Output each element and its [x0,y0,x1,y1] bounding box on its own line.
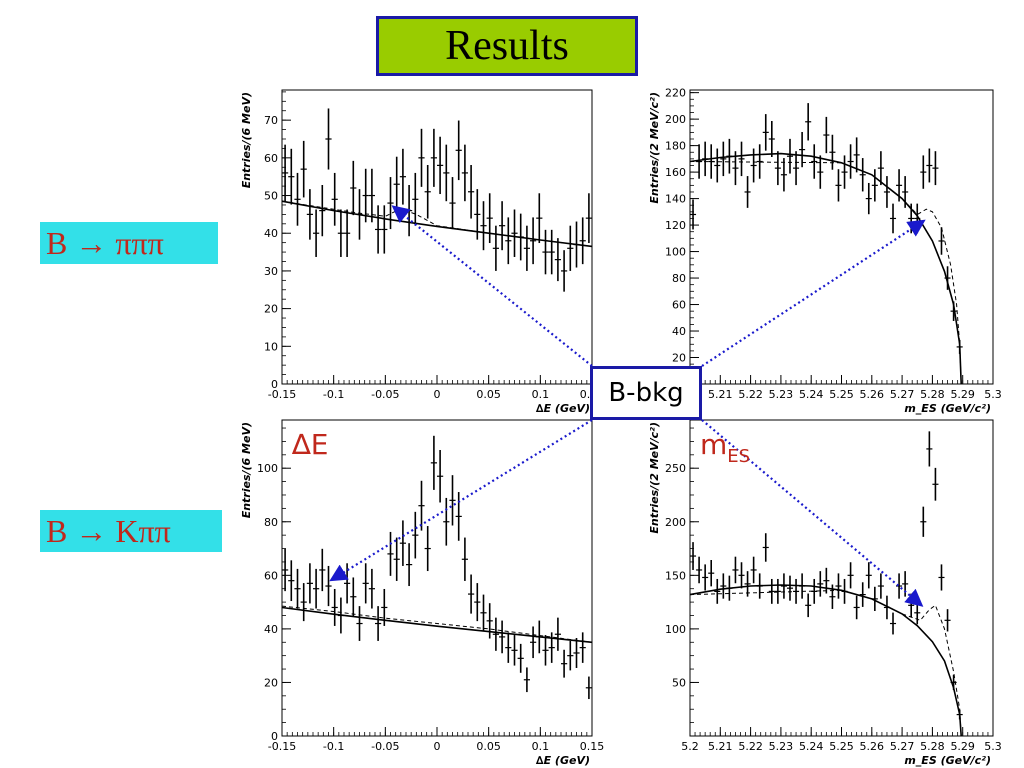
x-tick-label: 5.25 [829,740,854,753]
x-tick-label: 5.27 [890,740,915,753]
x-tick-label: 5.28 [920,740,945,753]
y-tick-label: 50 [672,676,686,689]
x-tick-label: 5.24 [799,740,824,753]
y-tick-label: 60 [264,152,278,165]
x-tick-label: 5.2 [681,740,699,753]
x-tick-label: 5.22 [738,740,763,753]
fit-curve-dashed [689,589,962,737]
chart-mes-kpipi: 5.2 5.21 5.22 5.23 5.24 5.25 5.26 5.27 5.28 5.29 5… [648,419,1002,767]
x-tick-label: 5.27 [890,388,915,401]
y-axis-title: Entries/(2 MeV/c²) [648,422,661,534]
mes-label-base: m [700,428,728,461]
x-axis-title: m_ES (GeV/c²) [904,754,991,767]
x-tick-label: -0.05 [371,388,399,401]
x-tick-label: 0 [434,740,441,753]
y-tick-label: 100 [665,246,686,259]
x-tick-label: 0.1 [532,740,550,753]
y-tick-label: 30 [264,265,278,278]
fit-curve-solid [689,584,962,737]
y-tick-label: 70 [264,114,278,127]
plot-frame [689,89,994,385]
x-tick-label: -0.15 [268,740,296,753]
callout-arrow [329,419,593,582]
x-axis-title: ∆E (GeV) [536,754,590,767]
x-axis-title: ∆E (GeV) [536,402,590,415]
chart-de-pipipi: -0.15-0.1-0.0500.050.10.1501020304050607… [240,89,604,415]
y-tick-label: 60 [264,569,278,582]
y-tick-label: 0 [271,378,278,391]
fit-curve-dashed [281,605,593,643]
y-tick-label: 40 [264,227,278,240]
x-tick-label: 5.25 [829,388,854,401]
y-tick-label: 250 [665,462,686,475]
y-tick-label: 200 [665,113,686,126]
y-tick-label: 50 [264,190,278,203]
x-tick-label: -0.1 [323,740,344,753]
x-tick-label: 0.05 [476,740,501,753]
fit-curve-solid [689,152,962,385]
fit-curve-dashed [689,161,962,385]
y-axis-title: Entries/(6 MeV) [240,422,253,518]
overlay-label-mes: mES [700,428,750,467]
x-tick-label: 5.26 [860,740,885,753]
chart-mes-pipipi: 5.21 5.22 5.23 5.24 5.25 5.26 5.27 5.28 5.29 5.3 2… [648,87,1002,415]
x-tick-label: 5.21 [708,740,733,753]
callout-arrow [391,205,593,367]
decay-label-pipipi: B → πππ [40,222,218,264]
x-tick-label: 5.21 [708,388,733,401]
x-tick-label: 5.26 [860,388,885,401]
y-tick-label: 20 [264,676,278,689]
fit-curve-solid [281,200,593,248]
slide-title: Results [376,16,638,76]
overlay-label-delta-e: ∆E [292,428,329,461]
y-axis-title: Entries/(2 MeV/c²) [648,92,661,204]
x-tick-label: -0.15 [268,388,296,401]
x-tick-label: -0.05 [371,740,399,753]
x-tick-label: 5.3 [984,740,1002,753]
y-axis-title: Entries/(6 MeV) [240,92,253,188]
y-tick-label: 40 [264,623,278,636]
x-tick-label: 5.23 [769,740,794,753]
y-tick-label: 40 [672,325,686,338]
x-tick-label: 5.29 [950,388,975,401]
x-tick-label: 5.24 [799,388,824,401]
y-tick-label: 20 [264,303,278,316]
x-tick-label: 5.23 [769,388,794,401]
x-tick-label: 0 [434,388,441,401]
y-tick-label: 220 [665,87,686,100]
x-tick-label: 5.22 [738,388,763,401]
y-tick-label: 140 [665,193,686,206]
y-tick-label: 60 [672,299,686,312]
b-bkg-label: B-bkg [590,366,702,420]
x-tick-label: -0.1 [323,388,344,401]
y-tick-label: 100 [257,462,278,475]
y-tick-label: 180 [665,140,686,153]
decay-label-kpipi: B → Kππ [40,510,222,552]
chart-de-kpipi: -0.15 -0.1 -0.05 0 0.05 0.1 0.15 0 20 40 60 80 100 ∆E… [240,419,605,767]
y-tick-label: 20 [672,352,686,365]
x-axis-title: m_ES (GeV/c²) [904,402,991,415]
y-tick-label: 160 [665,166,686,179]
x-tick-label: 0.05 [476,388,501,401]
x-tick-label: 0.1 [532,388,550,401]
y-tick-label: 120 [665,219,686,232]
mes-label-sub: ES [727,446,751,467]
x-tick-label: 5.3 [984,388,1002,401]
y-tick-label: 150 [665,569,686,582]
fit-curve-solid [281,606,593,644]
y-tick-label: 10 [264,340,278,353]
x-tick-label: 5.29 [950,740,975,753]
y-tick-label: 100 [665,623,686,636]
y-tick-label: 0 [271,730,278,743]
callout-arrow [701,219,926,367]
y-tick-label: 200 [665,516,686,529]
y-tick-label: 80 [264,516,278,529]
y-tick-label: 80 [672,272,686,285]
x-tick-label: 0.15 [580,740,605,753]
x-tick-label: 5.28 [920,388,945,401]
